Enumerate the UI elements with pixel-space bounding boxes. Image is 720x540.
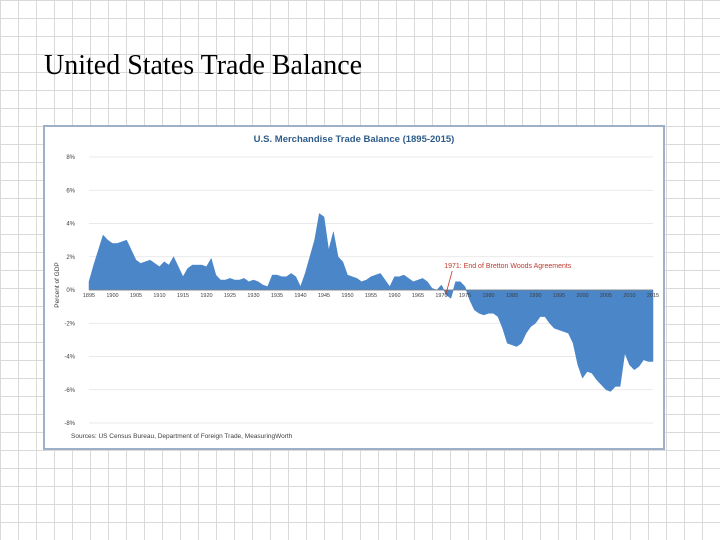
y-tick-label: 4% xyxy=(66,222,75,228)
y-tick-label: -6% xyxy=(64,388,75,394)
x-tick-label: 1940 xyxy=(294,293,306,299)
x-tick-label: 1910 xyxy=(153,293,165,299)
chart-title: U.S. Merchandise Trade Balance (1895-201… xyxy=(253,134,455,145)
y-tick-label: 6% xyxy=(66,188,75,194)
x-tick-label: 1960 xyxy=(388,293,400,299)
annotation-leader xyxy=(445,270,453,294)
series-area xyxy=(88,213,654,392)
x-tick-label: 1975 xyxy=(459,293,471,299)
trade-balance-chart: 8% 6% 4% 2% 0% -2% -4% -6% -8% 1895 1900 1905 1910 19… xyxy=(54,155,659,427)
x-tick-label: 1945 xyxy=(318,293,330,299)
chart-frame: U.S. Merchandise Trade Balance (1895-201… xyxy=(43,125,665,450)
x-tick-label: 2015 xyxy=(647,293,659,299)
y-tick-label: -8% xyxy=(64,421,75,427)
y-axis-title: Percent of GDP xyxy=(54,262,61,308)
x-tick-label: 1935 xyxy=(271,293,283,299)
y-tick-label: -4% xyxy=(64,355,75,361)
x-tick-label: 2005 xyxy=(600,293,612,299)
tick-labels: 8% 6% 4% 2% 0% -2% -4% -6% -8% 1895 1900 1905 1910 19… xyxy=(54,155,659,427)
x-tick-label: 1970 xyxy=(435,293,447,299)
x-tick-label: 2010 xyxy=(623,293,635,299)
source-note: Sources: US Census Bureau, Department of… xyxy=(71,433,293,440)
x-tick-label: 1955 xyxy=(365,293,377,299)
x-tick-label: 1895 xyxy=(83,293,95,299)
x-tick-label: 1990 xyxy=(529,293,541,299)
x-tick-label: 1900 xyxy=(106,293,118,299)
annotation-label: 1971: End of Bretton Woods Agreements xyxy=(444,263,572,270)
x-tick-label: 1995 xyxy=(553,293,565,299)
annotations: 1971: End of Bretton Woods Agreements xyxy=(444,263,572,294)
x-tick-label: 1905 xyxy=(130,293,142,299)
y-tick-label: 0% xyxy=(66,288,75,294)
x-tick-label: 1980 xyxy=(482,293,494,299)
x-tick-label: 1950 xyxy=(341,293,353,299)
y-tick-label: 2% xyxy=(66,255,75,261)
x-tick-label: 2000 xyxy=(576,293,588,299)
y-tick-label: -2% xyxy=(64,321,75,327)
x-tick-label: 1965 xyxy=(412,293,424,299)
x-tick-label: 1925 xyxy=(224,293,236,299)
data-area xyxy=(88,213,654,392)
x-tick-label: 1920 xyxy=(200,293,212,299)
slide-title: United States Trade Balance xyxy=(44,50,363,81)
x-tick-label: 1930 xyxy=(247,293,259,299)
y-tick-label: 8% xyxy=(66,155,75,161)
x-tick-label: 1985 xyxy=(506,293,518,299)
x-tick-label: 1915 xyxy=(177,293,189,299)
